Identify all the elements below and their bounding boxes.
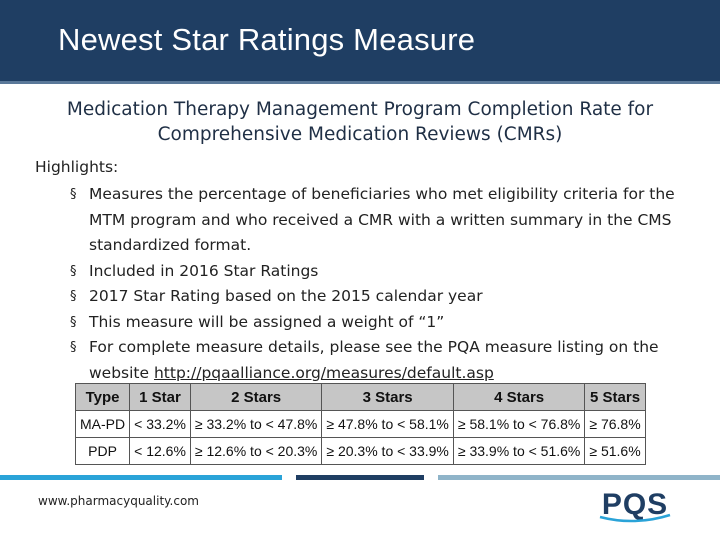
pqa-measures-link[interactable]: http://pqaalliance.org/measures/default.… (153, 363, 494, 382)
bullet-icon: § (70, 263, 77, 279)
table-cell: ≥ 33.2% to < 47.8% (189, 410, 323, 438)
table-cell: < 12.6% (129, 437, 191, 465)
footer-accent-line-right (438, 475, 720, 480)
table-header-row: Type 1 Star 2 Stars 3 Stars 4 Stars 5 St… (74, 383, 646, 411)
table-cell: ≥ 47.8% to < 58.1% (321, 410, 454, 438)
table-row: MA-PD < 33.2% ≥ 33.2% to < 47.8% ≥ 47.8%… (74, 410, 646, 438)
list-item-text: For complete measure details, please see… (89, 338, 659, 382)
table-cell: ≥ 20.3% to < 33.9% (321, 437, 454, 465)
bullet-icon: § (70, 314, 77, 330)
table-cell: ≥ 58.1% to < 76.8% (452, 410, 586, 438)
subtitle: Medication Therapy Management Program Co… (66, 99, 654, 145)
highlights-list: § Measures the percentage of beneficiarie… (70, 182, 700, 386)
list-item: § For complete measure details, please se… (70, 335, 700, 386)
list-item: § Included in 2016 Star Ratings (70, 259, 700, 285)
table-cell: MA-PD (74, 410, 131, 438)
list-item: § 2017 Star Rating based on the 2015 cale… (70, 284, 700, 310)
list-item: § Measures the percentage of beneficiarie… (70, 182, 700, 259)
table-row: PDP < 12.6% ≥ 12.6% to < 20.3% ≥ 20.3% t… (74, 437, 646, 465)
logo-swoosh (599, 513, 671, 523)
table-cell: PDP (74, 437, 131, 465)
table-cell: ≥ 51.6% (584, 437, 646, 465)
list-item-text: Included in 2016 Star Ratings (89, 261, 319, 280)
footer-url: www.pharmacyquality.com (38, 494, 199, 508)
logo-text: PQS (602, 488, 668, 521)
column-header: 3 Stars (321, 383, 454, 411)
bullet-icon: § (70, 187, 77, 202)
bullet-icon: § (70, 289, 77, 304)
list-item-text: This measure will be assigned a weight o… (89, 312, 445, 331)
column-header: 5 Stars (584, 383, 646, 411)
column-header: 2 Stars (189, 383, 323, 411)
footer-accent-line-left (0, 475, 282, 480)
table-cell: < 33.2% (129, 410, 191, 438)
table-cell: ≥ 76.8% (584, 410, 646, 438)
column-header: 1 Star (129, 383, 191, 411)
list-item-text: 2017 Star Rating based on the 2015 calen… (89, 287, 483, 305)
pqs-logo: PQS (599, 488, 671, 523)
table-cell: ≥ 33.9% to < 51.6% (452, 437, 586, 465)
table-cell: ≥ 12.6% to < 20.3% (189, 437, 323, 465)
star-ratings-table: Type 1 Star 2 Stars 3 Stars 4 Stars 5 St… (74, 383, 646, 465)
footer-accent-line-center (296, 475, 424, 480)
column-header: 4 Stars (452, 383, 586, 411)
list-item: § This measure will be assigned a weight … (70, 310, 700, 336)
page-title: Newest Star Ratings Measure (58, 22, 476, 57)
bullet-icon: § (70, 340, 77, 355)
highlights-label: Highlights: (35, 158, 119, 176)
column-header: Type (74, 383, 131, 411)
list-item-text: Measures the percentage of beneficiaries… (89, 185, 675, 254)
title-bar: Newest Star Ratings Measure (0, 0, 720, 84)
